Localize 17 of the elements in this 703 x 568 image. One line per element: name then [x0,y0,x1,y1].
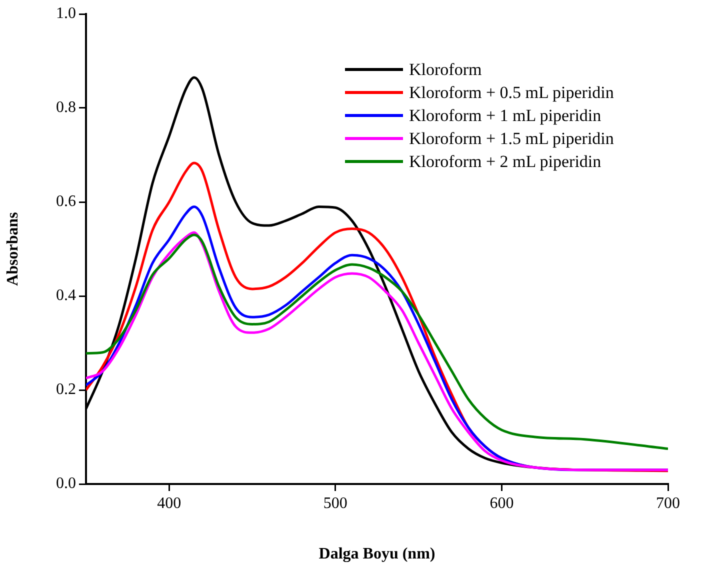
x-tick-label: 500 [323,494,348,512]
y-tick-label: 0.2 [56,381,76,398]
legend-label: Kloroform [409,59,482,81]
y-axis-title: Absorbans [4,212,22,286]
x-tick-label: 700 [656,494,680,512]
legend-label: Kloroform + 1 mL piperidin [409,105,602,127]
y-tick-label: 0.4 [56,287,76,304]
x-axis-title: Dalga Boyu (nm) [318,546,436,563]
y-tick-label: 0.6 [56,193,76,210]
legend-label: Kloroform + 0.5 mL piperidin [409,82,614,104]
y-tick-label: 0.8 [56,99,76,116]
x-tick-label: 600 [490,494,514,512]
legend-label: Kloroform + 2 mL piperidin [409,151,602,173]
x-tick-label: 400 [157,494,182,512]
y-tick-label: 0.0 [56,475,76,492]
y-tick-label: 1.0 [56,5,76,22]
legend-label: Kloroform + 1.5 mL piperidin [409,128,614,150]
